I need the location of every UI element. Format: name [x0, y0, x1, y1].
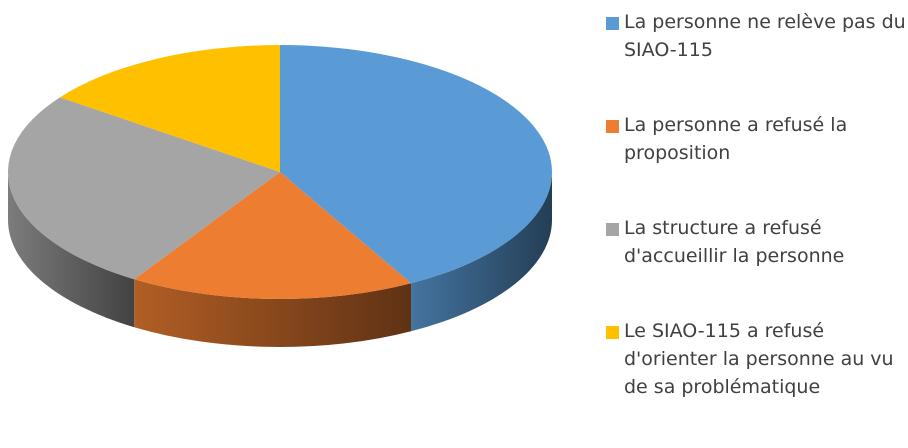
legend: La personne ne relève pas du SIAO-115 La …: [606, 8, 906, 448]
legend-item: Le SIAO-115 a refusé d'orienter la perso…: [606, 317, 906, 401]
legend-swatch: [606, 17, 619, 30]
page: La personne ne relève pas du SIAO-115 La …: [7, 11, 906, 398]
slice: [134, 172, 412, 299]
legend-label: Le SIAO-115 a refusé d'orienter la perso…: [624, 320, 894, 398]
legend-swatch: [606, 223, 619, 236]
legend-swatch: [606, 120, 619, 133]
legend-label: La personne ne relève pas du SIAO-115: [624, 11, 906, 61]
slice-side: [134, 279, 412, 347]
slice-side: [8, 172, 135, 328]
slice-side: [411, 172, 552, 332]
legend-swatch: [606, 326, 619, 339]
chart: [7, 45, 552, 347]
legend-item: La structure a refusé d'accueillir la pe…: [606, 214, 906, 270]
legend-item: La personne a refusé la proposition: [606, 111, 906, 167]
slice: [59, 45, 281, 172]
legend-label: La personne a refusé la proposition: [624, 114, 848, 164]
slice: [280, 45, 552, 284]
legend-label: La structure a refusé d'accueillir la pe…: [624, 217, 845, 267]
slice: [7, 97, 281, 280]
legend-item: La personne ne relève pas du SIAO-115: [606, 8, 906, 64]
